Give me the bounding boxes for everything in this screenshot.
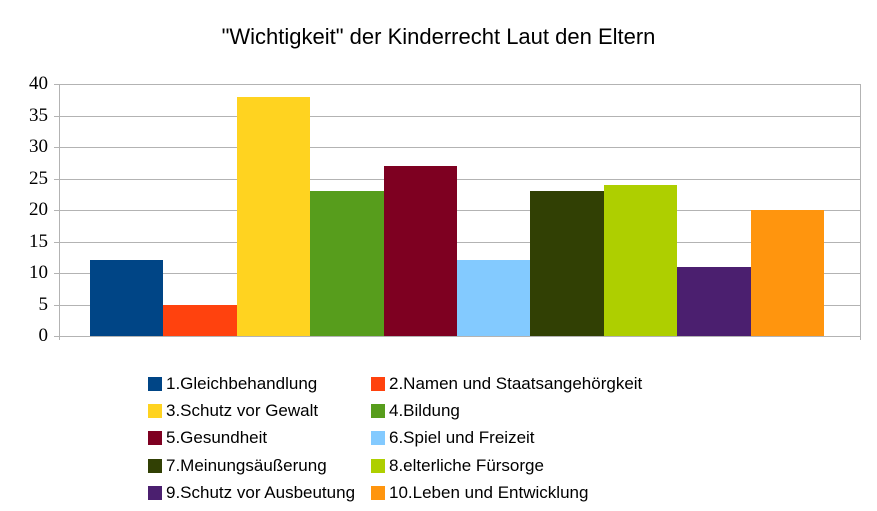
legend-row: 7.Meinungsäußerung 8.elterliche Fürsorge	[148, 452, 642, 479]
legend-label: 3.Schutz vor Gewalt	[166, 401, 319, 421]
legend-item-2: 2.Namen und Staatsangehörgkeit	[371, 374, 642, 394]
legend-item-10: 10.Leben und Entwicklung	[371, 483, 588, 503]
legend-swatch-icon	[148, 376, 162, 391]
legend-swatch-icon	[371, 376, 385, 391]
legend-row: 9.Schutz vor Ausbeutung 10.Leben und Entw…	[148, 480, 642, 507]
bar-3	[236, 96, 311, 336]
gridline-40	[54, 84, 860, 85]
bar-8	[603, 184, 678, 336]
legend-swatch-icon	[148, 404, 162, 419]
legend-row: 3.Schutz vor Gewalt 4.Bildung	[148, 397, 642, 424]
legend-swatch-icon	[148, 486, 162, 501]
legend-label: 2.Namen und Staatsangehörgkeit	[389, 373, 643, 393]
legend-label: 10.Leben und Entwicklung	[389, 483, 589, 503]
y-axis-label-30: 30	[29, 136, 48, 157]
y-axis-label-15: 15	[29, 230, 48, 252]
legend-row: 5.Gesundheit 6.Spiel und Freizeit	[148, 425, 642, 452]
y-axis-label-25: 25	[29, 167, 48, 189]
axis-tick	[860, 336, 861, 340]
gridline-30	[54, 147, 860, 148]
legend-label: 6.Spiel und Freizeit	[389, 428, 535, 448]
legend-label: 7.Meinungsäußerung	[166, 455, 327, 475]
y-axis-label-10: 10	[29, 262, 48, 283]
bar-10	[750, 210, 824, 336]
axis-tick	[59, 336, 60, 340]
legend-item-9: 9.Schutz vor Ausbeutung	[148, 483, 371, 503]
legend-row: 1.Gleichbehandlung 2.Namen und Staatsange…	[148, 370, 642, 397]
axis-tick	[54, 336, 60, 337]
legend-item-3: 3.Schutz vor Gewalt	[148, 401, 371, 421]
legend-label: 4.Bildung	[389, 401, 460, 421]
legend-swatch-icon	[371, 431, 385, 446]
y-axis-label-0: 0	[38, 325, 49, 346]
legend-swatch-icon	[148, 431, 162, 446]
plot-area	[54, 84, 861, 340]
chart-title: "Wichtigkeit" der Kinderrecht Laut den E…	[221, 24, 656, 49]
gridline-20	[54, 210, 860, 211]
legend-item-5: 5.Gesundheit	[148, 428, 371, 448]
legend-swatch-icon	[148, 458, 162, 473]
bar-9	[677, 266, 751, 336]
legend-item-7: 7.Meinungsäußerung	[148, 456, 371, 476]
y-axis-label-20: 20	[29, 199, 48, 220]
bar-7	[530, 191, 604, 336]
legend-swatch-icon	[371, 458, 385, 473]
gridline-35	[54, 115, 860, 117]
y-axis-label-35: 35	[29, 104, 48, 126]
bar-6	[457, 260, 531, 336]
gridline-25	[54, 178, 860, 180]
bar-5	[383, 165, 457, 336]
legend-item-4: 4.Bildung	[371, 401, 460, 421]
legend-label: 8.elterliche Fürsorge	[389, 455, 544, 475]
bar-1	[90, 260, 164, 336]
legend: 1.Gleichbehandlung 2.Namen und Staatsange…	[148, 370, 642, 507]
legend-item-6: 6.Spiel und Freizeit	[371, 428, 535, 448]
legend-label: 5.Gesundheit	[166, 428, 268, 448]
y-axis-label-40: 40	[29, 73, 48, 94]
bar-4	[310, 191, 384, 336]
legend-swatch-icon	[371, 404, 385, 419]
gridline-15	[54, 241, 860, 243]
legend-item-8: 8.elterliche Fürsorge	[371, 456, 544, 476]
legend-swatch-icon	[371, 486, 385, 501]
y-axis-label-5: 5	[38, 293, 49, 315]
bar-2	[163, 304, 237, 336]
legend-item-1: 1.Gleichbehandlung	[148, 374, 371, 394]
legend-label: 1.Gleichbehandlung	[166, 373, 318, 393]
legend-label: 9.Schutz vor Ausbeutung	[166, 483, 356, 503]
